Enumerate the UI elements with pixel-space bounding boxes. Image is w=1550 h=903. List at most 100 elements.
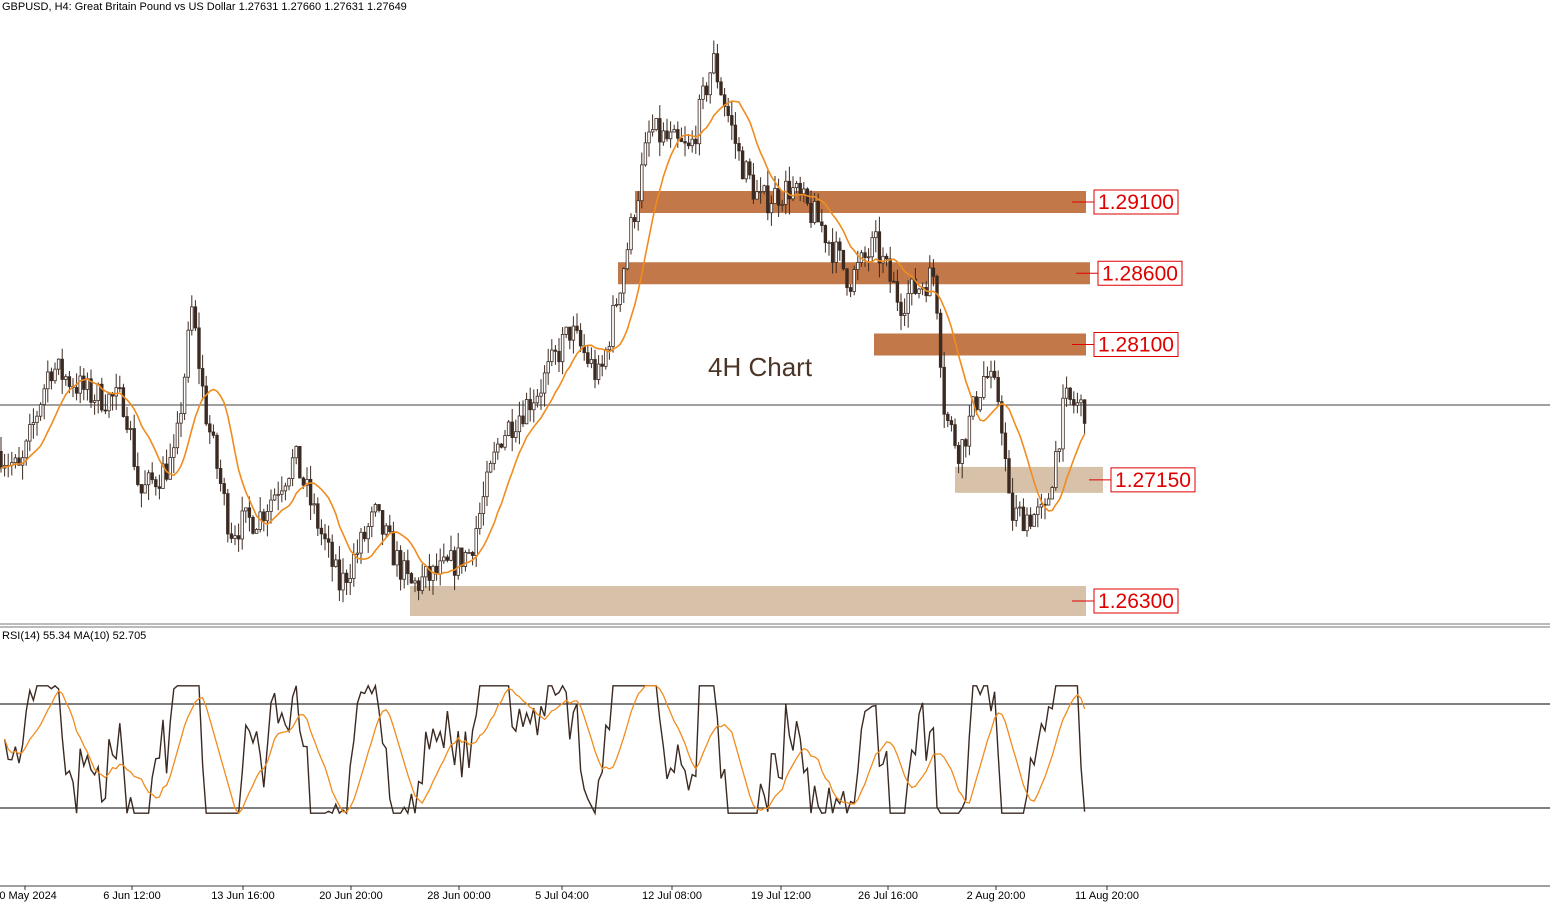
candle-body [809,202,813,223]
candle-body [546,361,550,374]
candle-body [600,363,604,367]
candle-body [204,385,208,425]
candle-body [481,496,486,514]
rsi-line [3,683,1086,816]
candle-body [870,237,874,258]
candle-body [1000,401,1004,434]
candle-body [89,378,93,403]
candle-body [776,187,781,206]
candle-body [614,304,619,306]
candle-body [240,510,244,540]
candle-body [823,225,828,244]
candle-body [103,409,108,412]
candle-body [568,326,572,341]
candle-body [715,53,720,83]
candle-body [496,443,500,453]
candle-body [312,503,316,506]
candle-body [359,531,363,554]
candle-body [276,493,280,496]
zone-1.26300 [410,586,1086,616]
time-tick-label: 20 Jun 20:00 [319,890,383,902]
rsi-label: RSI(14) 55.34 MA(10) 52.705 [2,630,146,642]
candle-body [388,525,392,533]
candle-body [319,527,324,535]
candle-body [226,493,230,535]
candle-body [53,368,57,382]
time-tick-label: 12 Jul 08:00 [642,890,702,902]
candle-body [506,421,511,436]
candle-body [629,217,633,251]
level-label: 1.26300 [1098,590,1174,613]
candle-body [686,142,691,147]
candle-body [78,375,82,394]
candle-body [676,129,680,139]
candle-body [251,516,255,534]
candle-body [780,203,784,206]
candle-body [366,526,370,540]
candle-body [593,359,597,380]
candle-body [182,376,187,414]
candle-body [744,161,748,180]
candle-body [179,413,183,424]
zone-1.28100 [874,333,1086,356]
candle-body [236,535,241,540]
candle-body [812,201,817,223]
time-axis: 30 May 2024 6 Jun 12:00 13 Jun 16:00 20 Jun… [0,886,1139,902]
candle-body [733,124,738,144]
candle-body [906,293,910,314]
candle-body [848,287,853,292]
candle-body [197,327,201,369]
candle-body [751,174,756,200]
level-labels-layer: 1.29100 1.28600 1.28100 1.27150 1.26300 [1072,189,1196,614]
candle-body [380,510,385,535]
candle-body [503,435,507,448]
candle-body [726,106,730,116]
candle-body [136,466,140,485]
candle-body [128,428,133,430]
candle-body [766,185,770,214]
candle-body [121,387,126,417]
candle-body [632,217,637,223]
candle-body [60,358,64,380]
candle-body [730,115,734,126]
candle-body [578,330,583,347]
candle-body [161,463,165,489]
candle-body [114,387,118,397]
candle-body [827,242,831,244]
candle-body [564,326,568,335]
candle-body [863,252,867,258]
candle-body [953,424,957,446]
candle-body [852,269,856,292]
candle-body [658,118,662,143]
candle-body [650,129,655,133]
candle-body [175,422,180,449]
candle-body [442,556,446,562]
candle-body [701,85,705,100]
candle-body [42,388,46,406]
candle-body [348,577,352,583]
candle-body [1061,397,1065,450]
candle-body [769,203,774,214]
candle-body [38,404,43,417]
candle-body [794,182,799,189]
time-tick-label: 19 Jul 12:00 [751,890,811,902]
candle-body [755,191,759,200]
time-tick-label: 11 Aug 20:00 [1075,890,1139,902]
zone-1.29100 [635,191,1086,213]
candle-body [942,366,946,415]
candle-body [290,457,295,480]
candle-body [244,507,248,512]
candle-body [100,383,104,411]
candle-body [539,392,543,397]
time-tick-label: 26 Jul 16:00 [858,890,918,902]
candle-body [323,533,327,540]
symbol-header: GBPUSD, H4: Great Britain Pound vs US Do… [2,1,407,13]
candle-body [474,528,478,556]
candle-body [478,513,482,529]
candle-body [460,547,464,567]
candle-body [881,255,885,264]
candle-body [956,445,961,464]
level-label: 1.29100 [1098,191,1174,214]
candle-body [913,278,918,294]
candle-body [974,396,979,411]
